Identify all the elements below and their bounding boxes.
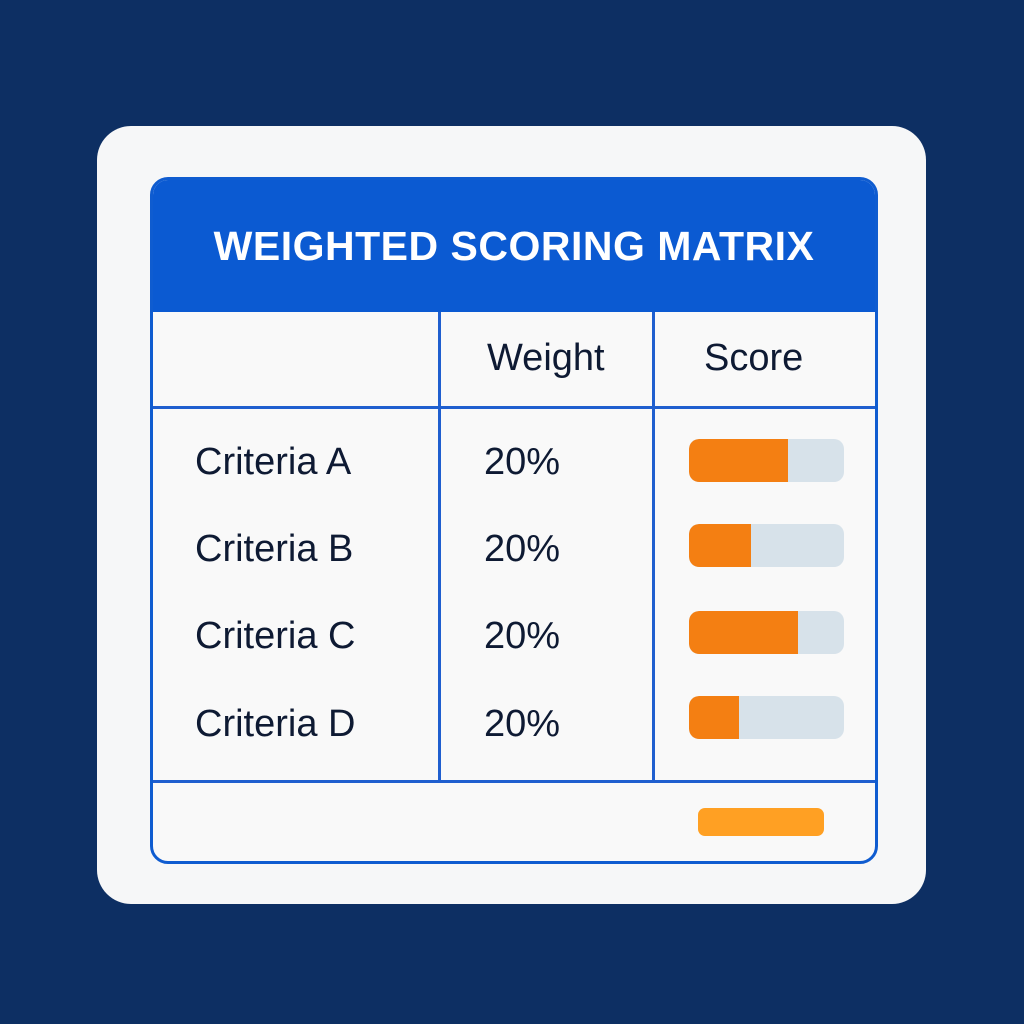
- matrix-header: WEIGHTED SCORING MATRIX: [153, 180, 875, 312]
- row-weight: 20%: [484, 703, 561, 745]
- score-bar: [689, 611, 844, 654]
- score-bar-fill: [689, 696, 739, 739]
- row-label: Criteria D: [195, 703, 356, 745]
- column-divider-2: [652, 312, 655, 783]
- row-weight: 20%: [484, 441, 561, 483]
- row-weight: 20%: [484, 528, 561, 570]
- row-label: Criteria C: [195, 615, 356, 657]
- row-weight: 20%: [484, 615, 561, 657]
- column-header-score: Score: [704, 337, 804, 379]
- total-score-bar: [698, 808, 824, 836]
- column-header-weight: Weight: [487, 337, 605, 379]
- score-bar: [689, 439, 844, 482]
- score-bar: [689, 696, 844, 739]
- footer-divider: [153, 780, 875, 783]
- score-bar: [689, 524, 844, 567]
- row-label: Criteria B: [195, 528, 354, 570]
- column-divider-1: [438, 312, 441, 783]
- score-bar-fill: [689, 524, 751, 567]
- weighted-scoring-matrix: WEIGHTED SCORING MATRIX Weight Score Cri…: [150, 177, 878, 864]
- matrix-title: WEIGHTED SCORING MATRIX: [213, 222, 815, 269]
- row-label: Criteria A: [195, 441, 352, 483]
- score-bar-fill: [689, 611, 798, 654]
- header-divider: [153, 406, 875, 409]
- score-bar-fill: [689, 439, 789, 482]
